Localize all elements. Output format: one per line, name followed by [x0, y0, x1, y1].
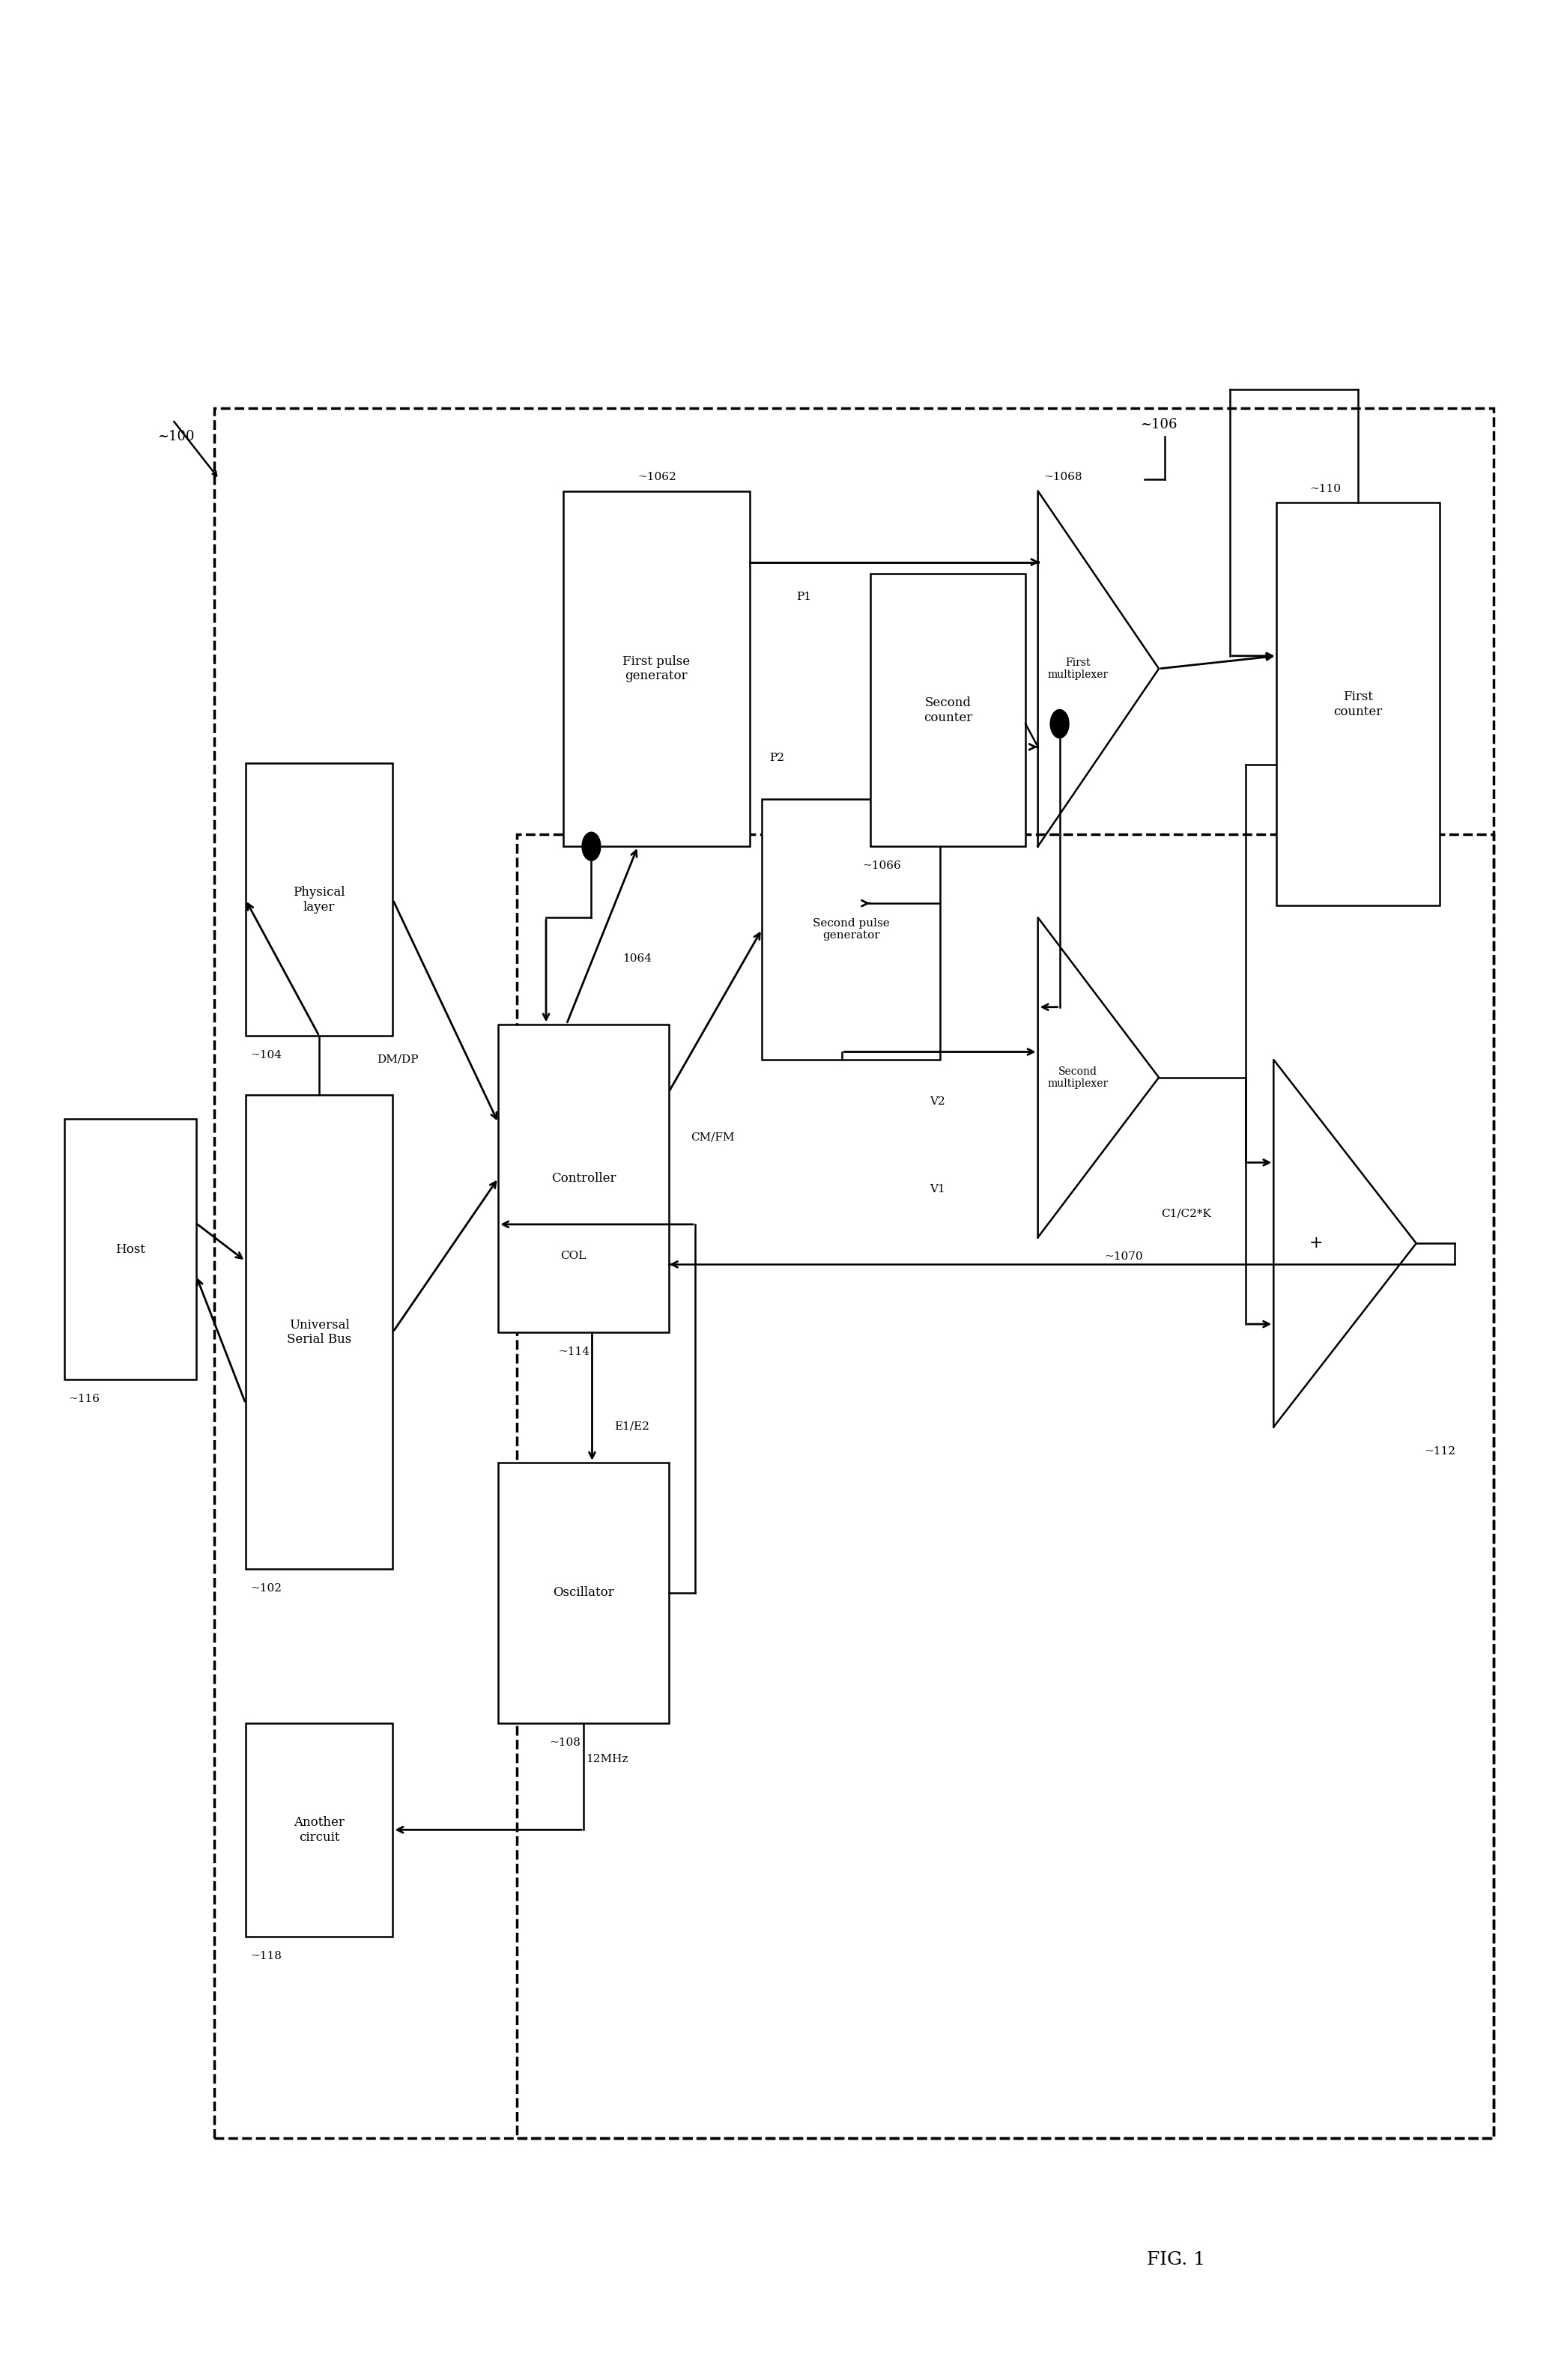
Text: V2: V2 [929, 1097, 944, 1107]
Circle shape [582, 833, 601, 862]
Bar [1277, 502, 1439, 907]
Text: P1: P1 [796, 593, 812, 602]
Text: Host: Host [116, 1242, 145, 1257]
Text: ~112: ~112 [1424, 1447, 1455, 1457]
Text: ~104: ~104 [250, 1050, 281, 1061]
Text: Controller: Controller [551, 1171, 617, 1185]
Text: ~1062: ~1062 [638, 471, 676, 483]
Text: ~106: ~106 [1140, 419, 1177, 431]
Text: 1064: 1064 [623, 952, 651, 964]
Bar [214, 407, 1494, 2137]
Bar [498, 1023, 668, 1333]
Text: C1/C2*K: C1/C2*K [1161, 1209, 1211, 1219]
Bar [517, 835, 1494, 2137]
Text: E1/E2: E1/E2 [615, 1421, 649, 1433]
Text: Oscillator: Oscillator [553, 1587, 613, 1599]
Text: FIG. 1: FIG. 1 [1147, 2251, 1205, 2268]
Bar [762, 800, 940, 1059]
Text: COL: COL [560, 1250, 585, 1261]
Text: Universal
Serial Bus: Universal Serial Bus [287, 1319, 351, 1345]
Bar [245, 764, 393, 1035]
Circle shape [1051, 709, 1069, 738]
Text: 12MHz: 12MHz [585, 1754, 628, 1764]
Text: CM/FM: CM/FM [690, 1133, 734, 1142]
Bar [245, 1095, 393, 1568]
Bar [64, 1119, 197, 1380]
Text: DM/DP: DM/DP [376, 1054, 418, 1064]
Text: ~116: ~116 [69, 1395, 100, 1404]
Text: Second pulse
generator: Second pulse generator [813, 919, 890, 940]
Bar [498, 1461, 668, 1723]
Text: First
multiplexer: First multiplexer [1047, 657, 1108, 681]
Text: ~108: ~108 [549, 1737, 581, 1747]
Text: ~1066: ~1066 [863, 862, 901, 871]
Text: Second
counter: Second counter [924, 697, 973, 724]
Text: ~110: ~110 [1310, 483, 1341, 495]
Text: +: + [1310, 1235, 1324, 1252]
Text: ~118: ~118 [250, 1952, 281, 1961]
Text: ~100: ~100 [158, 431, 194, 443]
Text: First
counter: First counter [1333, 690, 1383, 719]
Bar [871, 574, 1026, 847]
Bar [564, 490, 749, 847]
Text: Second
multiplexer: Second multiplexer [1047, 1066, 1108, 1088]
Text: Another
circuit: Another circuit [293, 1816, 345, 1844]
Text: ~114: ~114 [557, 1347, 590, 1357]
Text: V1: V1 [929, 1185, 944, 1195]
Text: ~1068: ~1068 [1044, 471, 1083, 483]
Text: ~1070: ~1070 [1105, 1252, 1143, 1261]
Bar [245, 1723, 393, 1937]
Text: First pulse
generator: First pulse generator [623, 655, 690, 683]
Text: Physical
layer: Physical layer [293, 885, 345, 914]
Text: P2: P2 [770, 752, 785, 764]
Text: ~102: ~102 [250, 1583, 281, 1595]
